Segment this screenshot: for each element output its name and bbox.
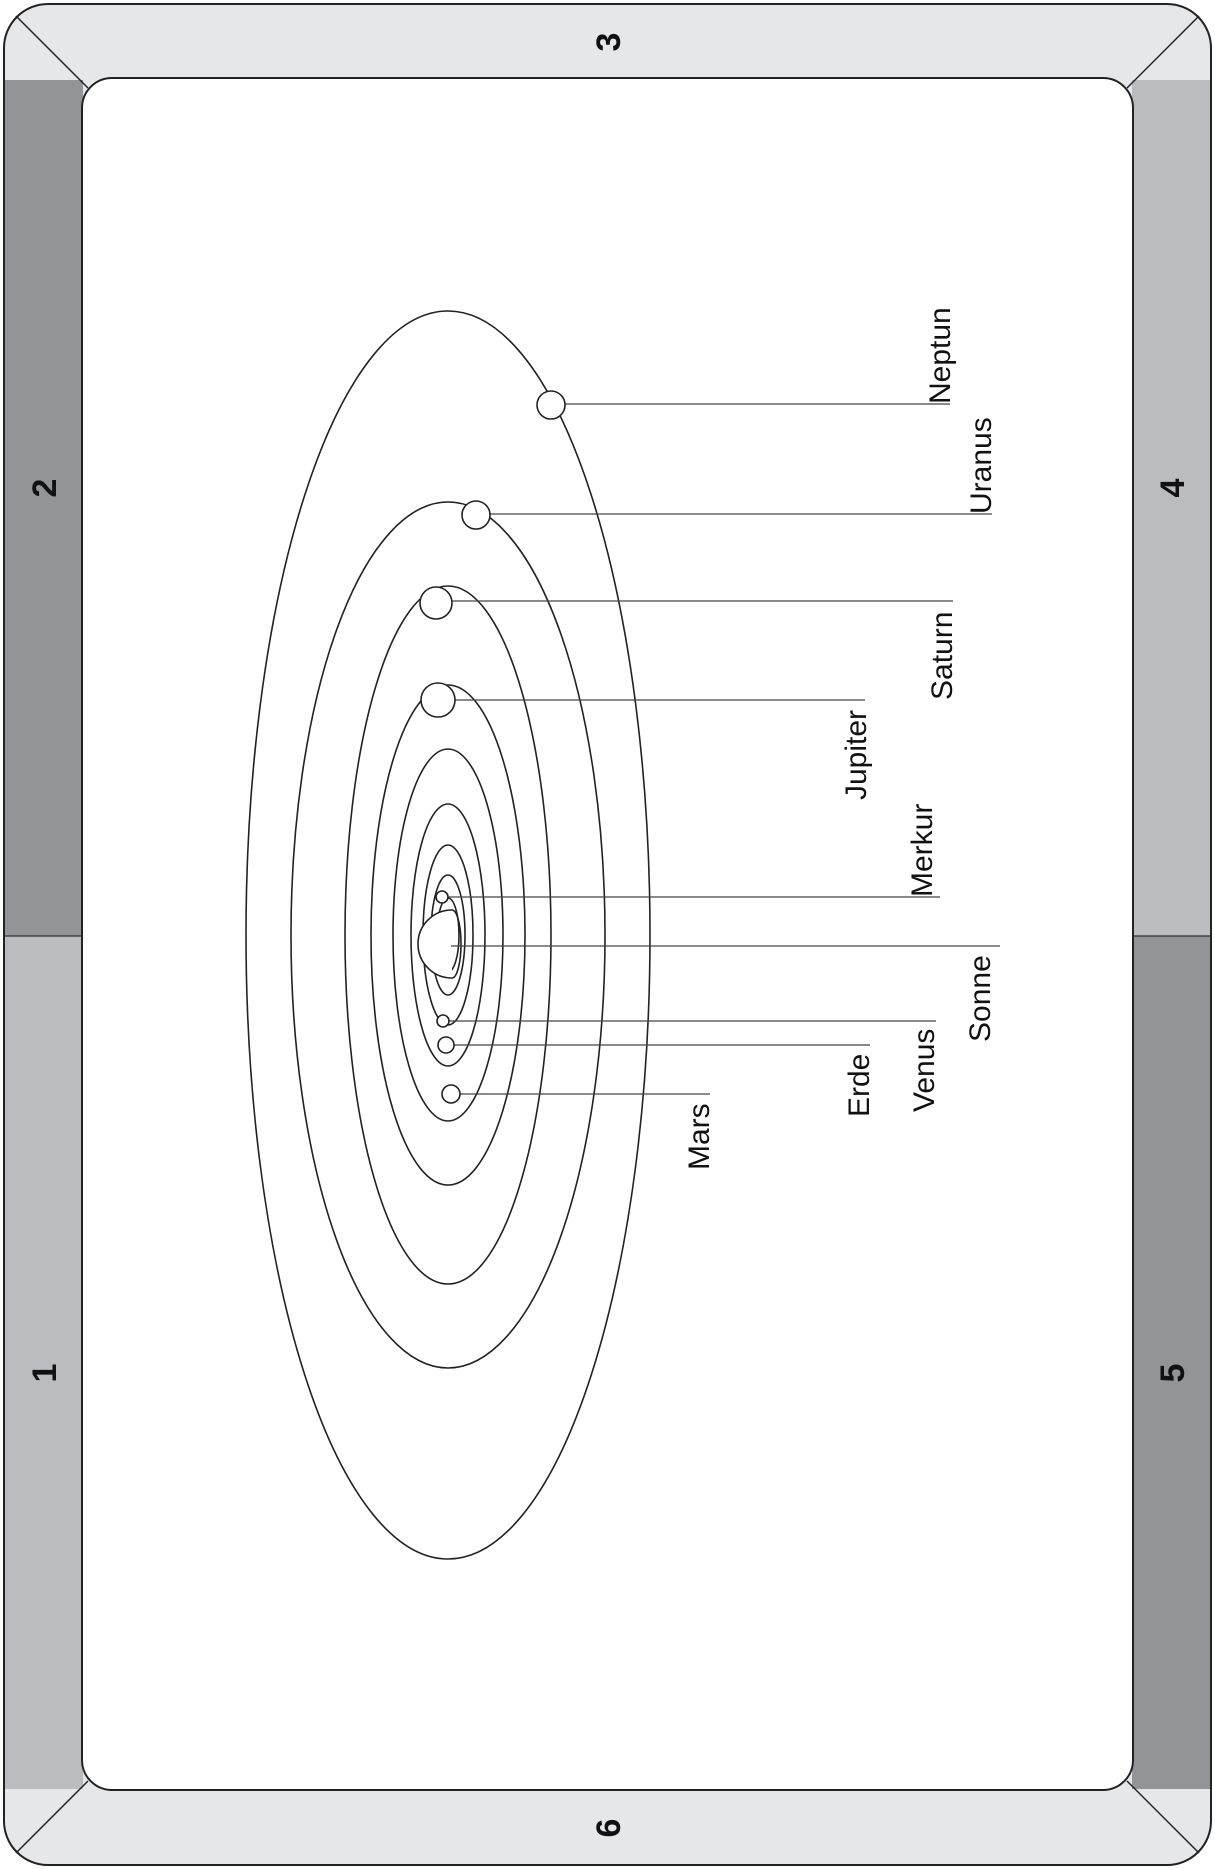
bevel-bottom-left xyxy=(15,1780,89,1854)
segment-number-1: 1 xyxy=(26,1364,64,1383)
planet-mars xyxy=(441,1084,461,1104)
planet-labels: Sonne Merkur Venus Erde Mars Jupiter Sat… xyxy=(683,307,998,1170)
label-uranus: Uranus xyxy=(965,417,998,514)
planet-erde xyxy=(437,1036,455,1054)
sun-edge xyxy=(451,909,462,979)
orbit-neptun xyxy=(245,310,651,1560)
label-jupiter: Jupiter xyxy=(840,710,873,800)
orbit-uranus xyxy=(290,501,606,1369)
bevel-bottom-right xyxy=(1126,1780,1200,1854)
segment-number-3: 3 xyxy=(590,33,628,52)
panel-1 xyxy=(5,936,83,1789)
bevel-top-right xyxy=(1126,15,1200,89)
planet-venus xyxy=(436,1014,450,1028)
label-sonne: Sonne xyxy=(964,955,997,1042)
orbit-6 xyxy=(410,803,486,1067)
segment-number-5: 5 xyxy=(1154,1364,1192,1383)
panel-4 xyxy=(1132,80,1210,936)
panel-5 xyxy=(1132,936,1210,1789)
segment-number-4: 4 xyxy=(1154,478,1192,497)
orbit-5 xyxy=(392,748,504,1122)
planet-merkur xyxy=(435,890,449,904)
planet-uranus xyxy=(461,500,491,530)
bevel-top-left xyxy=(15,15,89,89)
orbits xyxy=(245,310,651,1560)
label-erde: Erde xyxy=(843,1054,876,1117)
orbit-jupiter xyxy=(370,684,526,1186)
sun-body xyxy=(417,909,453,979)
label-neptun: Neptun xyxy=(924,307,957,404)
board xyxy=(81,77,1134,1791)
panel-2 xyxy=(5,80,83,936)
sun xyxy=(417,909,462,979)
segment-number-2: 2 xyxy=(26,479,64,498)
label-venus: Venus xyxy=(908,1029,941,1112)
segment-number-6: 6 xyxy=(590,1819,628,1838)
leader-lines xyxy=(446,403,1000,1095)
planets xyxy=(419,390,566,1104)
label-merkur: Merkur xyxy=(906,804,939,897)
planet-jupiter xyxy=(420,682,456,718)
planet-neptun xyxy=(536,390,566,420)
orbit-saturn xyxy=(344,585,552,1285)
label-saturn: Saturn xyxy=(926,612,959,700)
label-mars: Mars xyxy=(683,1103,716,1170)
planet-saturn xyxy=(419,586,453,620)
